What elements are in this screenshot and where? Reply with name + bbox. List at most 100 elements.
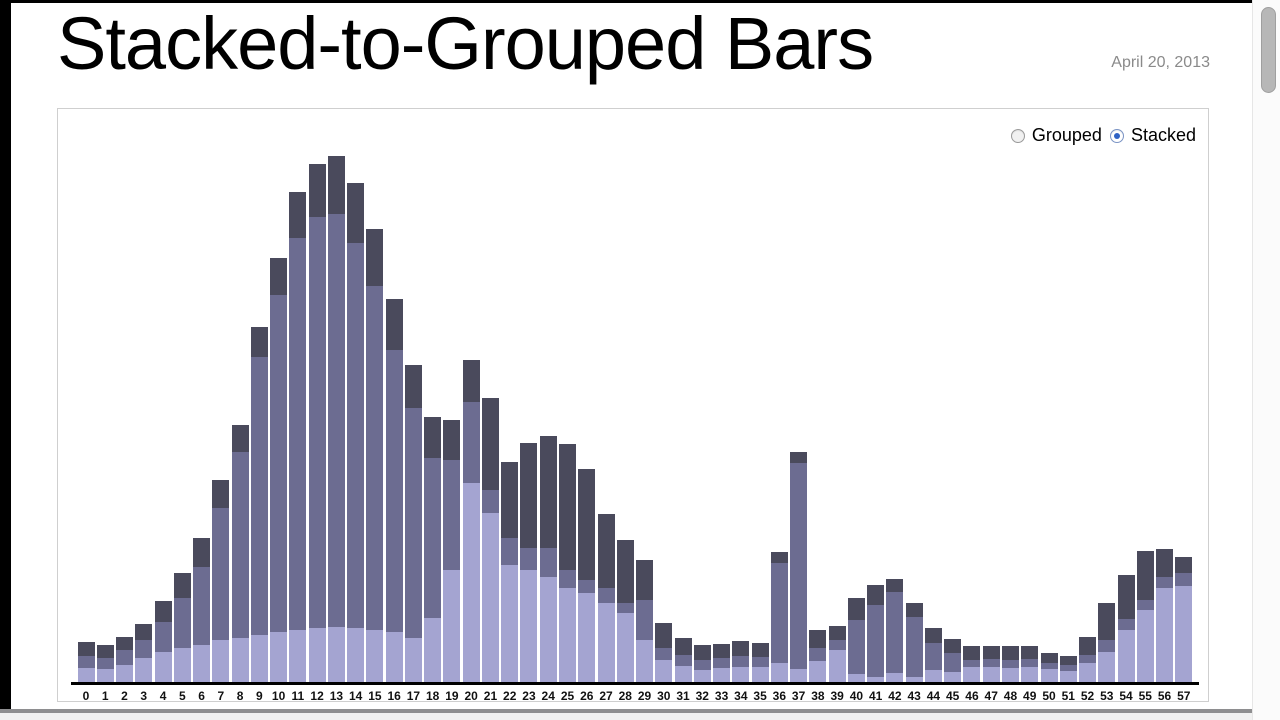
bar-segment-top xyxy=(674,638,692,655)
bar-segment-bottom xyxy=(597,603,615,683)
x-tick-label: 49 xyxy=(1023,689,1037,703)
date-label: April 20, 2013 xyxy=(1111,54,1210,71)
bar-segment-bottom xyxy=(655,660,673,683)
x-tick-label: 2 xyxy=(121,689,128,703)
bar-stack xyxy=(173,573,191,683)
bar-stack xyxy=(693,645,711,683)
x-tick-label: 24 xyxy=(541,689,555,703)
radio-option-grouped[interactable]: Grouped xyxy=(1010,125,1102,146)
bar-segment-top xyxy=(520,443,538,548)
bar-segment-bottom xyxy=(404,638,422,683)
bar-segment-middle xyxy=(1175,573,1193,586)
bar-segment-top xyxy=(616,540,634,603)
bar-segment-bottom xyxy=(270,632,288,683)
bar-segment-bottom xyxy=(212,640,230,683)
bar-segment-middle xyxy=(847,620,865,674)
bar-segment-middle xyxy=(963,660,981,667)
radio-option-stacked[interactable]: Stacked xyxy=(1109,125,1196,146)
x-tick-label: 8 xyxy=(236,689,244,703)
bar-segment-top xyxy=(1059,656,1077,665)
x-tick-label: 14 xyxy=(348,689,363,703)
x-tick-label: 57 xyxy=(1177,689,1191,703)
x-tick-label: 39 xyxy=(830,689,844,703)
bar-segment-top xyxy=(924,628,942,643)
bar-stack xyxy=(443,420,461,683)
bar-segment-middle xyxy=(77,656,95,668)
bar-segment-bottom xyxy=(944,672,962,683)
bar-stack xyxy=(1059,656,1077,683)
bar-segment-top xyxy=(1136,551,1154,600)
bar-segment-top xyxy=(597,514,615,588)
bar-stack xyxy=(636,560,654,683)
bar-stack xyxy=(327,156,345,683)
bottom-divider xyxy=(0,709,1280,713)
bar-stack xyxy=(347,183,365,683)
bar-segment-top xyxy=(173,573,191,598)
bar-stack xyxy=(193,538,211,683)
x-tick-label: 12 xyxy=(310,689,324,703)
x-tick-label: 40 xyxy=(849,689,864,703)
bar-stack xyxy=(308,164,326,683)
bar-segment-middle xyxy=(867,605,885,677)
scrollbar-thumb[interactable] xyxy=(1261,7,1276,93)
bar-segment-top xyxy=(193,538,211,567)
bar-segment-bottom xyxy=(308,628,326,683)
x-tick-label: 56 xyxy=(1157,689,1172,703)
bar-segment-top xyxy=(481,398,499,490)
bar-segment-bottom xyxy=(1021,667,1039,683)
x-tick-label: 4 xyxy=(159,689,167,703)
bar-stack xyxy=(96,645,114,683)
bar-segment-middle xyxy=(809,648,827,661)
radio-grouped-label[interactable]: Grouped xyxy=(1031,125,1102,145)
bar-stack xyxy=(501,462,519,683)
chart-panel: 0 1 2 3 4 5 6 7 8 9 10 11 12 13 14 15 16 17 18 19 20 21 22 23 24… xyxy=(57,108,1209,703)
bar-segment-bottom xyxy=(616,613,634,683)
x-tick-label: 26 xyxy=(580,689,594,703)
bar-segment-top xyxy=(308,164,326,217)
x-tick-label: 36 xyxy=(772,689,787,703)
bar-stack xyxy=(1098,603,1116,683)
bar-segment-bottom xyxy=(250,635,268,683)
x-tick-label: 10 xyxy=(271,689,286,703)
bar-segment-top xyxy=(963,646,981,660)
bar-segment-bottom xyxy=(559,588,576,683)
bar-stack xyxy=(713,644,731,683)
x-tick-label: 27 xyxy=(599,689,613,703)
x-tick-label: 48 xyxy=(1003,689,1018,703)
bar-segment-middle xyxy=(559,570,576,588)
bar-stack xyxy=(963,646,981,683)
bar-segment-top xyxy=(250,327,268,357)
bar-segment-top xyxy=(443,420,461,460)
bar-segment-middle xyxy=(790,463,808,669)
bar-segment-bottom xyxy=(443,570,461,683)
radio-stacked-label[interactable]: Stacked xyxy=(1130,125,1196,145)
bar-stack xyxy=(289,192,307,683)
bar-stack xyxy=(1175,557,1193,683)
x-tick-label: 47 xyxy=(984,689,998,703)
x-tick-label: 50 xyxy=(1042,689,1056,703)
bar-segment-middle xyxy=(135,640,153,658)
bar-stack xyxy=(1156,549,1174,683)
bar-segment-bottom xyxy=(1079,663,1097,683)
bar-segment-middle xyxy=(116,650,134,665)
x-tick-label: 22 xyxy=(503,689,517,703)
scrollbar-track[interactable] xyxy=(1252,0,1280,720)
bar-segment-top xyxy=(655,623,673,648)
bar-segment-middle xyxy=(385,350,403,632)
radio-stacked-icon[interactable] xyxy=(1109,128,1124,143)
bar-segment-bottom xyxy=(636,640,654,683)
bar-segment-bottom xyxy=(1001,668,1019,683)
bar-segment-middle xyxy=(655,648,673,660)
bar-segment-middle xyxy=(1021,659,1039,667)
bar-segment-top xyxy=(1156,549,1174,577)
bar-segment-middle xyxy=(173,598,191,648)
bar-stack xyxy=(616,540,634,683)
x-tick-label: 44 xyxy=(926,689,941,703)
bar-segment-top xyxy=(790,452,808,463)
radio-grouped-icon[interactable] xyxy=(1010,128,1025,143)
bar-segment-middle xyxy=(481,490,499,513)
bar-stack xyxy=(597,514,615,683)
bar-stack xyxy=(1136,551,1154,683)
bar-stack xyxy=(1079,637,1097,683)
bar-segment-middle xyxy=(327,214,345,627)
